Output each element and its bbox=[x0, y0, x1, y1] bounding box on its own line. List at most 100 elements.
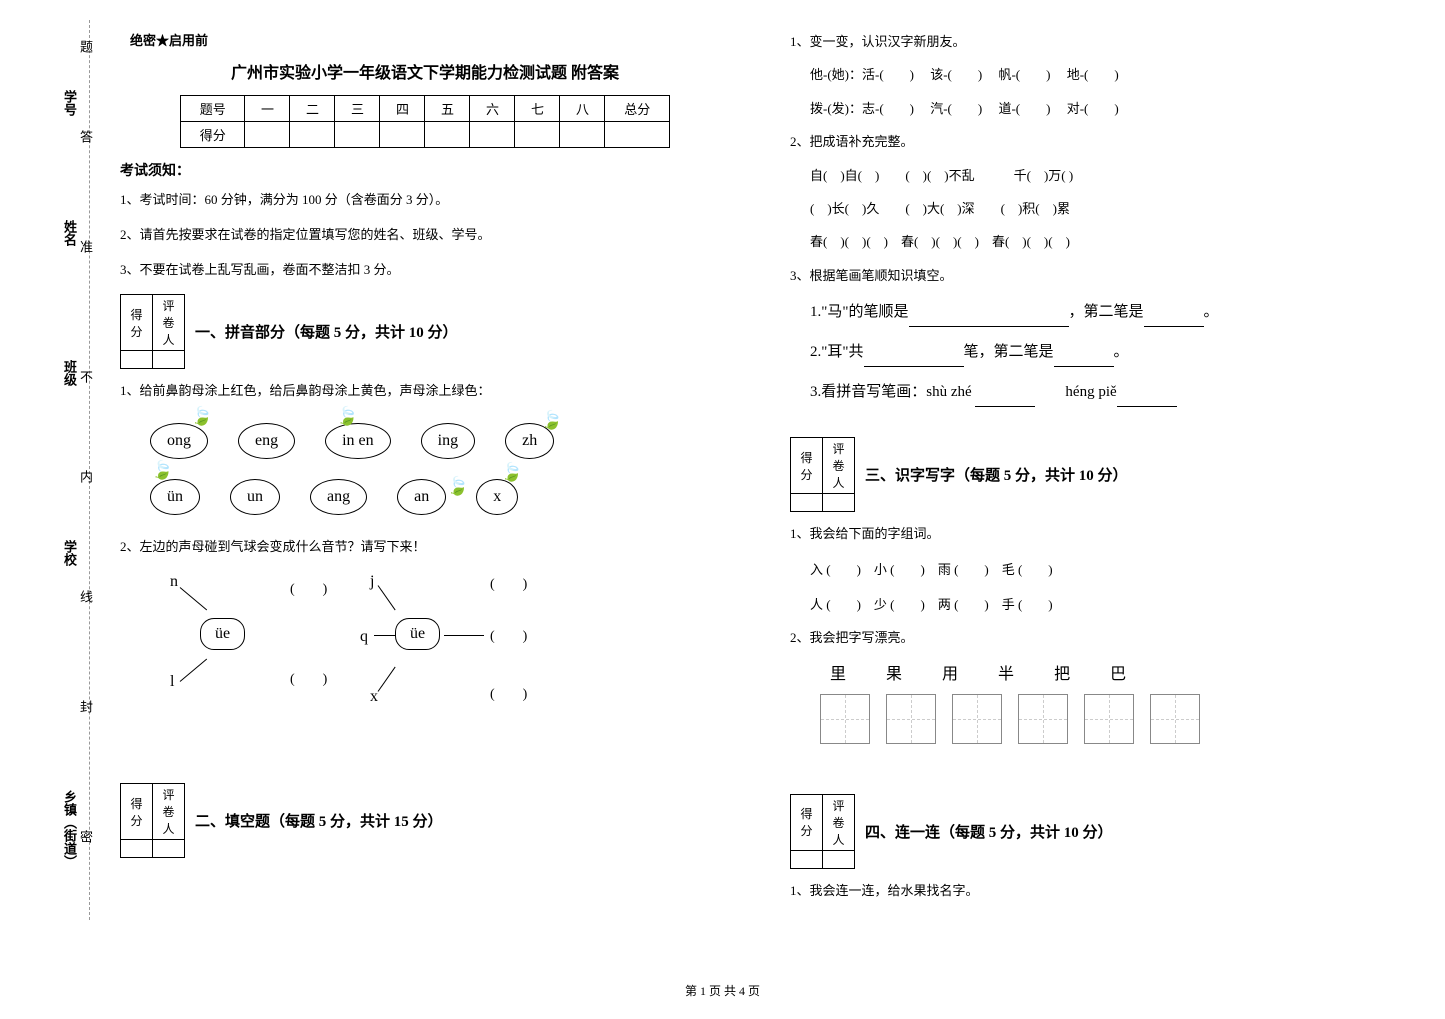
score-th-2: 二 bbox=[290, 96, 335, 122]
score-cell bbox=[245, 122, 290, 148]
scorebox-empty bbox=[791, 494, 823, 512]
char-5: 巴 bbox=[1110, 660, 1126, 684]
paren-slot: ( ) bbox=[490, 573, 527, 593]
grid-cell bbox=[1084, 694, 1134, 744]
scorebox-empty bbox=[153, 351, 185, 369]
section-2-header: 得分评卷人 二、填空题（每题 5 分，共计 15 分） bbox=[120, 783, 730, 858]
writing-grid bbox=[790, 694, 1400, 744]
exam-title: 广州市实验小学一年级语文下学期能力检测试题 附答案 bbox=[120, 59, 730, 83]
score-box-1: 得分评卷人 bbox=[120, 294, 185, 369]
s2-q3-2: 2."耳"共笔，第二笔是。 bbox=[810, 337, 1400, 367]
diagram-line bbox=[444, 635, 484, 636]
s3-q2: 2、我会把字写漂亮。 bbox=[790, 626, 1400, 649]
score-cell bbox=[470, 122, 515, 148]
char-0: 里 bbox=[830, 660, 846, 684]
bubble-ong: ong🍃 bbox=[150, 423, 208, 459]
char-3: 半 bbox=[998, 660, 1014, 684]
notice-item-1: 1、考试时间：60 分钟，满分为 100 分（含卷面分 3 分）。 bbox=[120, 190, 730, 211]
score-box-3: 得分评卷人 bbox=[790, 437, 855, 512]
score-th-9: 总分 bbox=[605, 96, 670, 122]
notice-title: 考试须知： bbox=[120, 160, 730, 180]
section-3-title: 三、识字写字（每题 5 分，共计 10 分） bbox=[865, 464, 1128, 485]
bubble-ing: ing bbox=[421, 423, 475, 459]
score-box-2: 得分评卷人 bbox=[120, 783, 185, 858]
scorebox-col2: 评卷人 bbox=[153, 295, 185, 351]
leaf-icon: 🍃 bbox=[191, 406, 213, 427]
section-4-title: 四、连一连（每题 5 分，共计 10 分） bbox=[865, 821, 1113, 842]
s1-q2: 2、左边的声母碰到气球会变成什么音节？请写下来！ bbox=[120, 535, 730, 558]
score-cell bbox=[290, 122, 335, 148]
seal-char-7: 题 bbox=[76, 40, 95, 53]
score-th-7: 七 bbox=[515, 96, 560, 122]
char-1: 果 bbox=[886, 660, 902, 684]
seal-char-5: 准 bbox=[76, 240, 95, 253]
score-th-5: 五 bbox=[425, 96, 470, 122]
char-2: 用 bbox=[942, 660, 958, 684]
balloon-diagram: n l üe ( ) ( ) j q x üe ( ) ( ) ( ) bbox=[150, 573, 730, 753]
paren-slot: ( ) bbox=[290, 668, 327, 688]
s3-q1-line1: 入 ( ) 小 ( ) 雨 ( ) 毛 ( ) bbox=[790, 558, 1400, 581]
score-th-8: 八 bbox=[560, 96, 605, 122]
score-th-6: 六 bbox=[470, 96, 515, 122]
s2-q1: 1、变一变，认识汉字新朋友。 bbox=[790, 30, 1400, 53]
seal-char-2: 线 bbox=[76, 590, 95, 603]
balloon-2: üe bbox=[395, 618, 440, 650]
right-column: 1、变一变，认识汉字新朋友。 他-(她)：活-( ) 该-( ) 帆-( ) 地… bbox=[790, 30, 1400, 912]
scorebox-col1: 得分 bbox=[121, 784, 153, 840]
s2-q2-line1: 自( )自( ) ( )( )不乱 千( )万( ) bbox=[790, 164, 1400, 187]
seal-char-6: 答 bbox=[76, 130, 95, 143]
score-table: 题号 一 二 三 四 五 六 七 八 总分 得分 bbox=[180, 95, 670, 148]
grid-cell bbox=[952, 694, 1002, 744]
bubble-ang: ang bbox=[310, 479, 367, 515]
page-content: 绝密★启用前 广州市实验小学一年级语文下学期能力检测试题 附答案 题号 一 二 … bbox=[120, 30, 1400, 912]
notice-item-3: 3、不要在试卷上乱写乱画，卷面不整洁扣 3 分。 bbox=[120, 260, 730, 281]
scorebox-empty bbox=[823, 850, 855, 868]
grid-cell bbox=[1018, 694, 1068, 744]
s2-q1-line1: 他-(她)：活-( ) 该-( ) 帆-( ) 地-( ) bbox=[790, 63, 1400, 86]
bubble-un: un bbox=[230, 479, 280, 515]
confidential-label: 绝密★启用前 bbox=[130, 30, 730, 49]
scorebox-empty bbox=[121, 840, 153, 858]
s2-q2: 2、把成语补充完整。 bbox=[790, 130, 1400, 153]
s2-q3-1: 1."马"的笔顺是，第二笔是。 bbox=[810, 297, 1400, 327]
s2-q2-line3: 春( )( )( ) 春( )( )( ) 春( )( )( ) bbox=[790, 230, 1400, 253]
s2-q3: 3、根据笔画笔顺知识填空。 bbox=[790, 264, 1400, 287]
seal-char-3: 内 bbox=[76, 470, 95, 483]
s4-q1: 1、我会连一连，给水果找名字。 bbox=[790, 879, 1400, 902]
char-row: 里 果 用 半 把 巴 bbox=[790, 660, 1400, 684]
score-cell bbox=[560, 122, 605, 148]
diagram-line bbox=[374, 635, 396, 636]
bubble-x: x🍃 bbox=[476, 479, 518, 515]
bubble-an: an🍃 bbox=[397, 479, 446, 515]
seal-char-1: 封 bbox=[76, 700, 95, 713]
s2-q1-line2: 拨-(发)：志-( ) 汽-( ) 道-( ) 对-( ) bbox=[790, 97, 1400, 120]
leaf-icon: 🍃 bbox=[151, 460, 173, 481]
score-cell bbox=[515, 122, 560, 148]
left-column: 绝密★启用前 广州市实验小学一年级语文下学期能力检测试题 附答案 题号 一 二 … bbox=[120, 30, 730, 912]
consonant-l: l bbox=[170, 673, 174, 691]
scorebox-col1: 得分 bbox=[791, 794, 823, 850]
section-2-title: 二、填空题（每题 5 分，共计 15 分） bbox=[195, 810, 443, 831]
scorebox-empty bbox=[823, 494, 855, 512]
score-cell bbox=[425, 122, 470, 148]
seal-char-4: 不 bbox=[76, 370, 95, 383]
s1-q1: 1、给前鼻韵母涂上红色，给后鼻韵母涂上黄色，声母涂上绿色： bbox=[120, 379, 730, 402]
binding-label-township: 乡镇（街道） bbox=[60, 790, 79, 868]
scorebox-col2: 评卷人 bbox=[823, 438, 855, 494]
consonant-j: j bbox=[370, 573, 374, 591]
s3-q1-line2: 人 ( ) 少 ( ) 两 ( ) 手 ( ) bbox=[790, 593, 1400, 616]
leaf-icon: 🍃 bbox=[541, 410, 563, 431]
score-cell bbox=[605, 122, 670, 148]
pinyin-row-2: ün🍃 un ang an🍃 x🍃 bbox=[120, 479, 730, 515]
balloon-1: üe bbox=[200, 618, 245, 650]
score-cell bbox=[335, 122, 380, 148]
paren-slot: ( ) bbox=[490, 683, 527, 703]
s3-q1: 1、我会给下面的字组词。 bbox=[790, 522, 1400, 545]
paren-slot: ( ) bbox=[490, 625, 527, 645]
binding-label-school: 学校 bbox=[60, 540, 79, 566]
scorebox-empty bbox=[153, 840, 185, 858]
consonant-q: q bbox=[360, 628, 368, 646]
diagram-line bbox=[180, 659, 207, 682]
page-footer: 第 1 页 共 4 页 bbox=[0, 982, 1445, 999]
char-4: 把 bbox=[1054, 660, 1070, 684]
